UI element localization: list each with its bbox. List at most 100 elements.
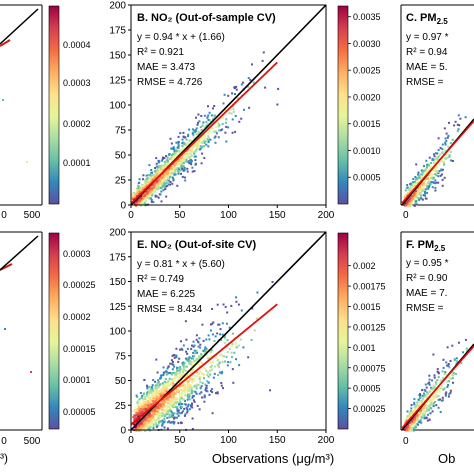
scatter-point xyxy=(158,411,161,414)
scatter-point xyxy=(153,419,156,422)
scatter-point xyxy=(414,183,417,186)
scatter-point xyxy=(141,405,144,408)
scatter-point xyxy=(165,409,168,412)
scatter-point xyxy=(137,428,140,431)
scatter-point xyxy=(170,147,173,150)
scatter-point xyxy=(148,193,151,196)
scatter-point xyxy=(165,405,168,408)
scatter-point xyxy=(422,194,425,197)
scatter-point xyxy=(205,384,208,387)
scatter-point xyxy=(218,361,221,364)
scatter-point xyxy=(141,197,144,200)
scatter-point xyxy=(158,401,161,404)
scatter-point xyxy=(215,392,217,395)
scatter-point xyxy=(422,187,425,190)
scatter-point xyxy=(200,353,203,356)
scatter-point xyxy=(140,412,143,415)
scatter-point xyxy=(177,159,180,162)
scatter-point xyxy=(189,404,192,407)
scatter-point xyxy=(135,409,138,412)
scatter-point xyxy=(164,185,167,188)
scatter-point xyxy=(445,361,448,364)
scatter-point xyxy=(142,184,145,187)
scatter-point xyxy=(214,335,217,338)
scatter-point xyxy=(218,371,221,374)
scatter-point xyxy=(157,406,160,409)
scatter-point xyxy=(188,156,191,159)
scatter-point xyxy=(151,171,153,174)
scatter-point xyxy=(151,187,154,190)
scatter-point xyxy=(420,400,423,403)
scatter-point xyxy=(430,399,433,402)
scatter-point xyxy=(164,378,167,380)
scatter-point xyxy=(419,401,422,404)
scatter-point xyxy=(202,349,205,352)
colorbar-tick-label: 0.00075 xyxy=(353,363,386,373)
scatter-point xyxy=(170,157,173,160)
scatter-point xyxy=(179,348,181,351)
scatter-point xyxy=(151,193,154,196)
stat-line: MAE = 6.225 xyxy=(137,289,196,300)
scatter-point xyxy=(210,388,213,390)
scatter-point xyxy=(154,420,157,423)
panel-c-stat: y = 0.97 * xyxy=(406,32,449,43)
scatter-point xyxy=(442,377,445,379)
scatter-point xyxy=(417,174,420,177)
scatter-point xyxy=(422,175,425,178)
scatter-point xyxy=(181,149,184,152)
scatter-point xyxy=(229,361,232,364)
scatter-point xyxy=(407,426,410,429)
scatter-point xyxy=(438,387,441,390)
scatter-point xyxy=(417,177,420,180)
scatter-point xyxy=(409,414,412,417)
scatter-point xyxy=(149,389,152,392)
scatter-point xyxy=(207,105,209,108)
scatter-point xyxy=(166,416,169,419)
scatter-point xyxy=(193,400,196,403)
colorbar-tick-label: 0.0015 xyxy=(353,119,381,129)
scatter-point xyxy=(140,198,143,201)
scatter-point xyxy=(207,139,210,142)
scatter-point xyxy=(153,170,156,173)
scatter-point xyxy=(437,398,440,401)
scatter-point xyxy=(423,414,426,417)
scatter-point xyxy=(440,160,443,163)
scatter-point xyxy=(428,378,431,381)
scatter-point xyxy=(155,162,158,165)
scatter-point xyxy=(217,122,220,125)
scatter-point xyxy=(181,167,184,170)
scatter-point xyxy=(178,403,180,406)
scatter-point xyxy=(163,174,166,177)
fit-line xyxy=(130,61,278,204)
scatter-point xyxy=(416,188,419,191)
scatter-point xyxy=(216,359,219,362)
scatter-point xyxy=(451,344,454,347)
scatter-point xyxy=(203,367,206,370)
scatter-point xyxy=(156,173,159,176)
scatter-point xyxy=(199,145,202,148)
scatter-point xyxy=(151,386,153,389)
scatter-point xyxy=(425,159,428,162)
scatter-point xyxy=(134,192,137,195)
scatter-point xyxy=(194,130,197,132)
scatter-point xyxy=(181,348,184,351)
scatter-point xyxy=(180,376,183,379)
scatter-point xyxy=(161,183,163,185)
scatter-point xyxy=(160,401,163,404)
scatter-point xyxy=(167,180,170,183)
scatter-point xyxy=(196,357,199,360)
scatter-point xyxy=(145,194,148,197)
scatter-point xyxy=(145,180,148,183)
scatter-point xyxy=(447,145,450,148)
scatter-point xyxy=(183,383,186,386)
scatter-point xyxy=(139,199,142,202)
scatter-point xyxy=(166,176,169,179)
scatter-point xyxy=(162,404,165,407)
scatter-point xyxy=(176,409,179,412)
scatter-point xyxy=(406,184,409,186)
scatter-point xyxy=(429,407,432,410)
scatter-point xyxy=(439,146,442,149)
scatter-point xyxy=(157,196,160,199)
scatter-point xyxy=(165,392,168,394)
scatter-point xyxy=(151,394,154,397)
